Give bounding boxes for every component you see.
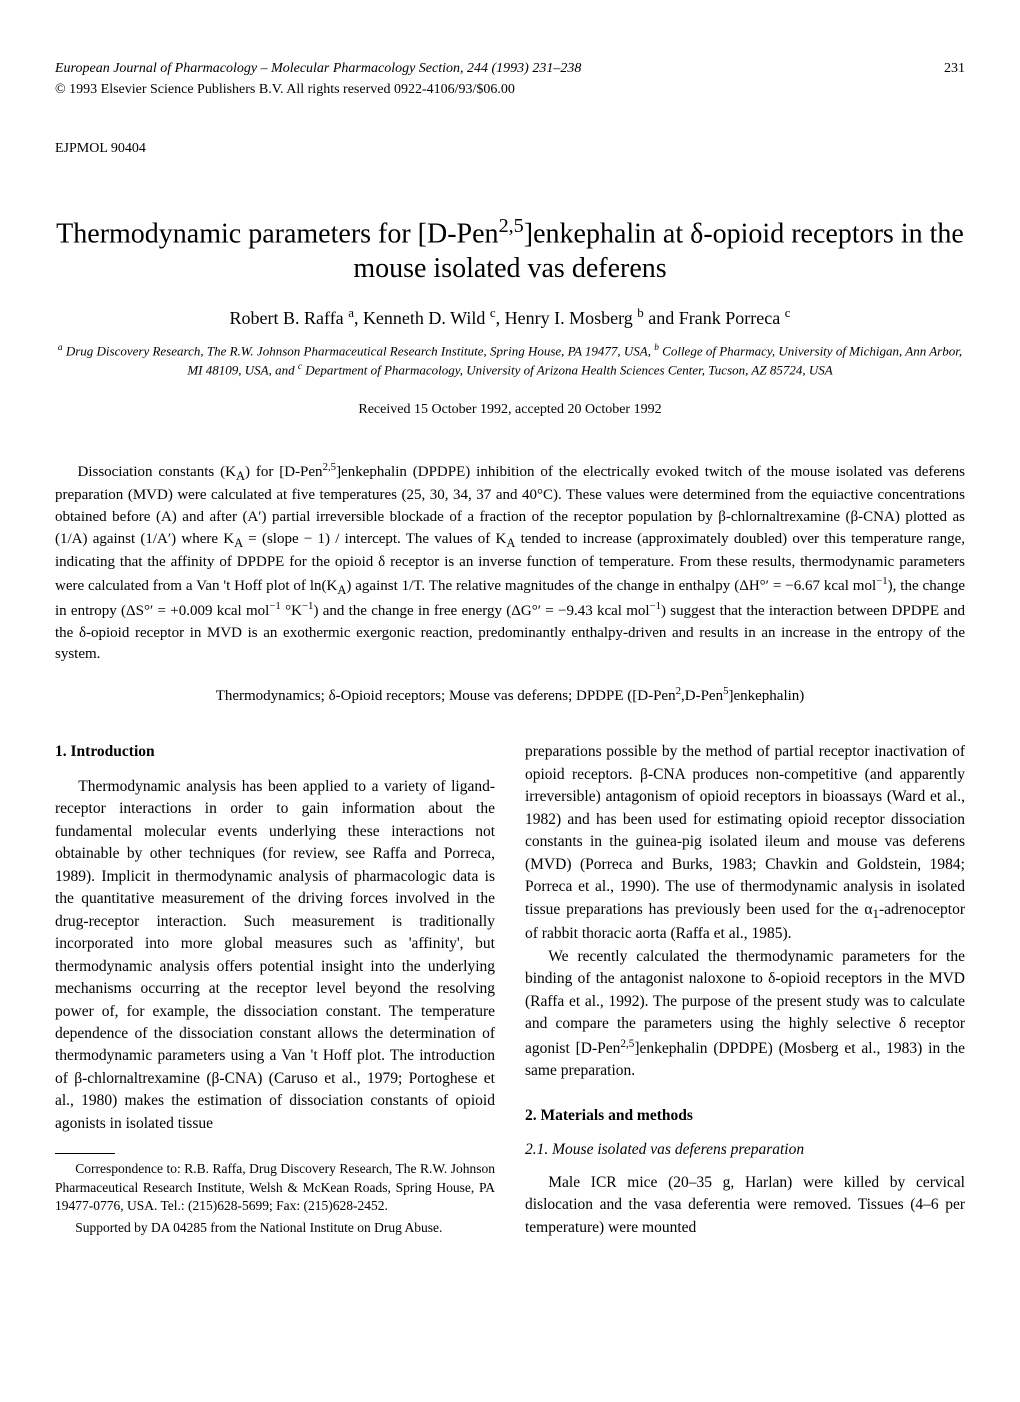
right-column: preparations possible by the method of p… [525, 741, 965, 1239]
copyright-line: © 1993 Elsevier Science Publishers B.V. … [55, 81, 581, 100]
support-footnote: Supported by DA 04285 from the National … [55, 1219, 495, 1237]
intro-continued: preparations possible by the method of p… [525, 741, 965, 946]
left-column: 1. Introduction Thermodynamic analysis h… [55, 741, 495, 1239]
article-id: EJPMOL 90404 [55, 140, 965, 159]
page-number: 231 [944, 60, 965, 100]
intro-paragraph-2: We recently calculated the thermodynamic… [525, 946, 965, 1083]
body-columns: 1. Introduction Thermodynamic analysis h… [55, 741, 965, 1239]
affiliations: a Drug Discovery Research, The R.W. John… [55, 342, 965, 379]
running-header: European Journal of Pharmacology – Molec… [55, 60, 965, 100]
authors-line: Robert B. Raffa a, Kenneth D. Wild c, He… [55, 304, 965, 330]
journal-line: European Journal of Pharmacology – Molec… [55, 60, 581, 79]
section-heading-introduction: 1. Introduction [55, 741, 495, 763]
section-heading-methods: 2. Materials and methods [525, 1105, 965, 1127]
keywords: Thermodynamics; δ-Opioid receptors; Mous… [55, 684, 965, 706]
methods-paragraph-1: Male ICR mice (20–35 g, Harlan) were kil… [525, 1172, 965, 1239]
abstract: Dissociation constants (KA) for [D-Pen2,… [55, 460, 965, 666]
footnote-separator [55, 1153, 115, 1154]
article-title: Thermodynamic parameters for [D-Pen2,5]e… [55, 214, 965, 286]
subsection-heading-mvd: 2.1. Mouse isolated vas deferens prepara… [525, 1139, 965, 1161]
correspondence-footnote: Correspondence to: R.B. Raffa, Drug Disc… [55, 1160, 495, 1215]
received-dates: Received 15 October 1992, accepted 20 Oc… [55, 401, 965, 420]
intro-paragraph-1: Thermodynamic analysis has been applied … [55, 776, 495, 1136]
